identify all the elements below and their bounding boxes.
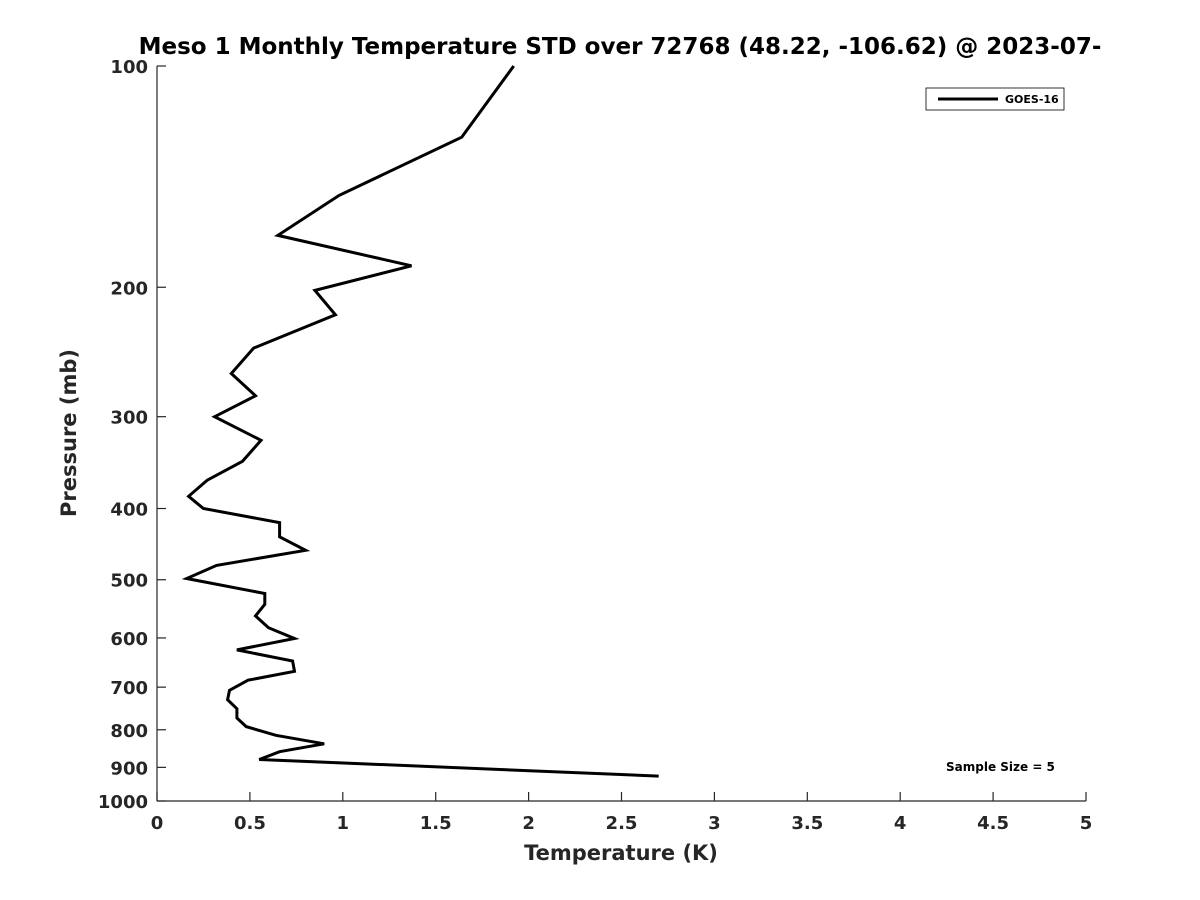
y-axis-ticks: 100 200 300 400 500 600 700 800 900 1000 [98, 57, 166, 813]
y-tick-label: 900 [110, 758, 148, 779]
y-tick-label: 300 [110, 408, 148, 429]
x-tick-label: 3.5 [791, 813, 823, 834]
series-line-goes-16 [181, 65, 659, 778]
chart-title: Meso 1 Monthly Temperature STD over 7276… [139, 34, 1102, 60]
legend-label-goes-16: GOES-16 [1005, 93, 1059, 106]
x-tick-label: 3 [708, 813, 721, 834]
x-tick-label: 1.5 [420, 813, 452, 834]
y-tick-label: 400 [110, 500, 148, 521]
y-axis-label: Pressure (mb) [57, 349, 81, 517]
x-tick-label: 0 [151, 813, 164, 834]
x-tick-label: 2.5 [606, 813, 638, 834]
y-tick-label: 700 [110, 678, 148, 699]
y-tick-label: 500 [110, 571, 148, 592]
x-tick-label: 0.5 [234, 813, 266, 834]
x-axis-label: Temperature (K) [524, 841, 718, 865]
y-tick-label: 600 [110, 629, 148, 650]
y-tick-label: 100 [110, 57, 148, 78]
legend: GOES-16 [925, 87, 1065, 111]
x-axis-ticks: 0 0.5 1 1.5 2 2.5 3 3.5 4 4.5 5 [151, 792, 1093, 834]
x-tick-label: 1 [337, 813, 350, 834]
x-tick-label: 4.5 [977, 813, 1009, 834]
y-tick-label: 1000 [98, 792, 148, 813]
x-tick-label: 4 [894, 813, 907, 834]
x-tick-label: 2 [522, 813, 535, 834]
y-tick-label: 200 [110, 278, 148, 299]
y-tick-label: 800 [110, 721, 148, 742]
x-tick-label: 5 [1080, 813, 1093, 834]
sample-size-annotation: Sample Size = 5 [946, 760, 1055, 774]
